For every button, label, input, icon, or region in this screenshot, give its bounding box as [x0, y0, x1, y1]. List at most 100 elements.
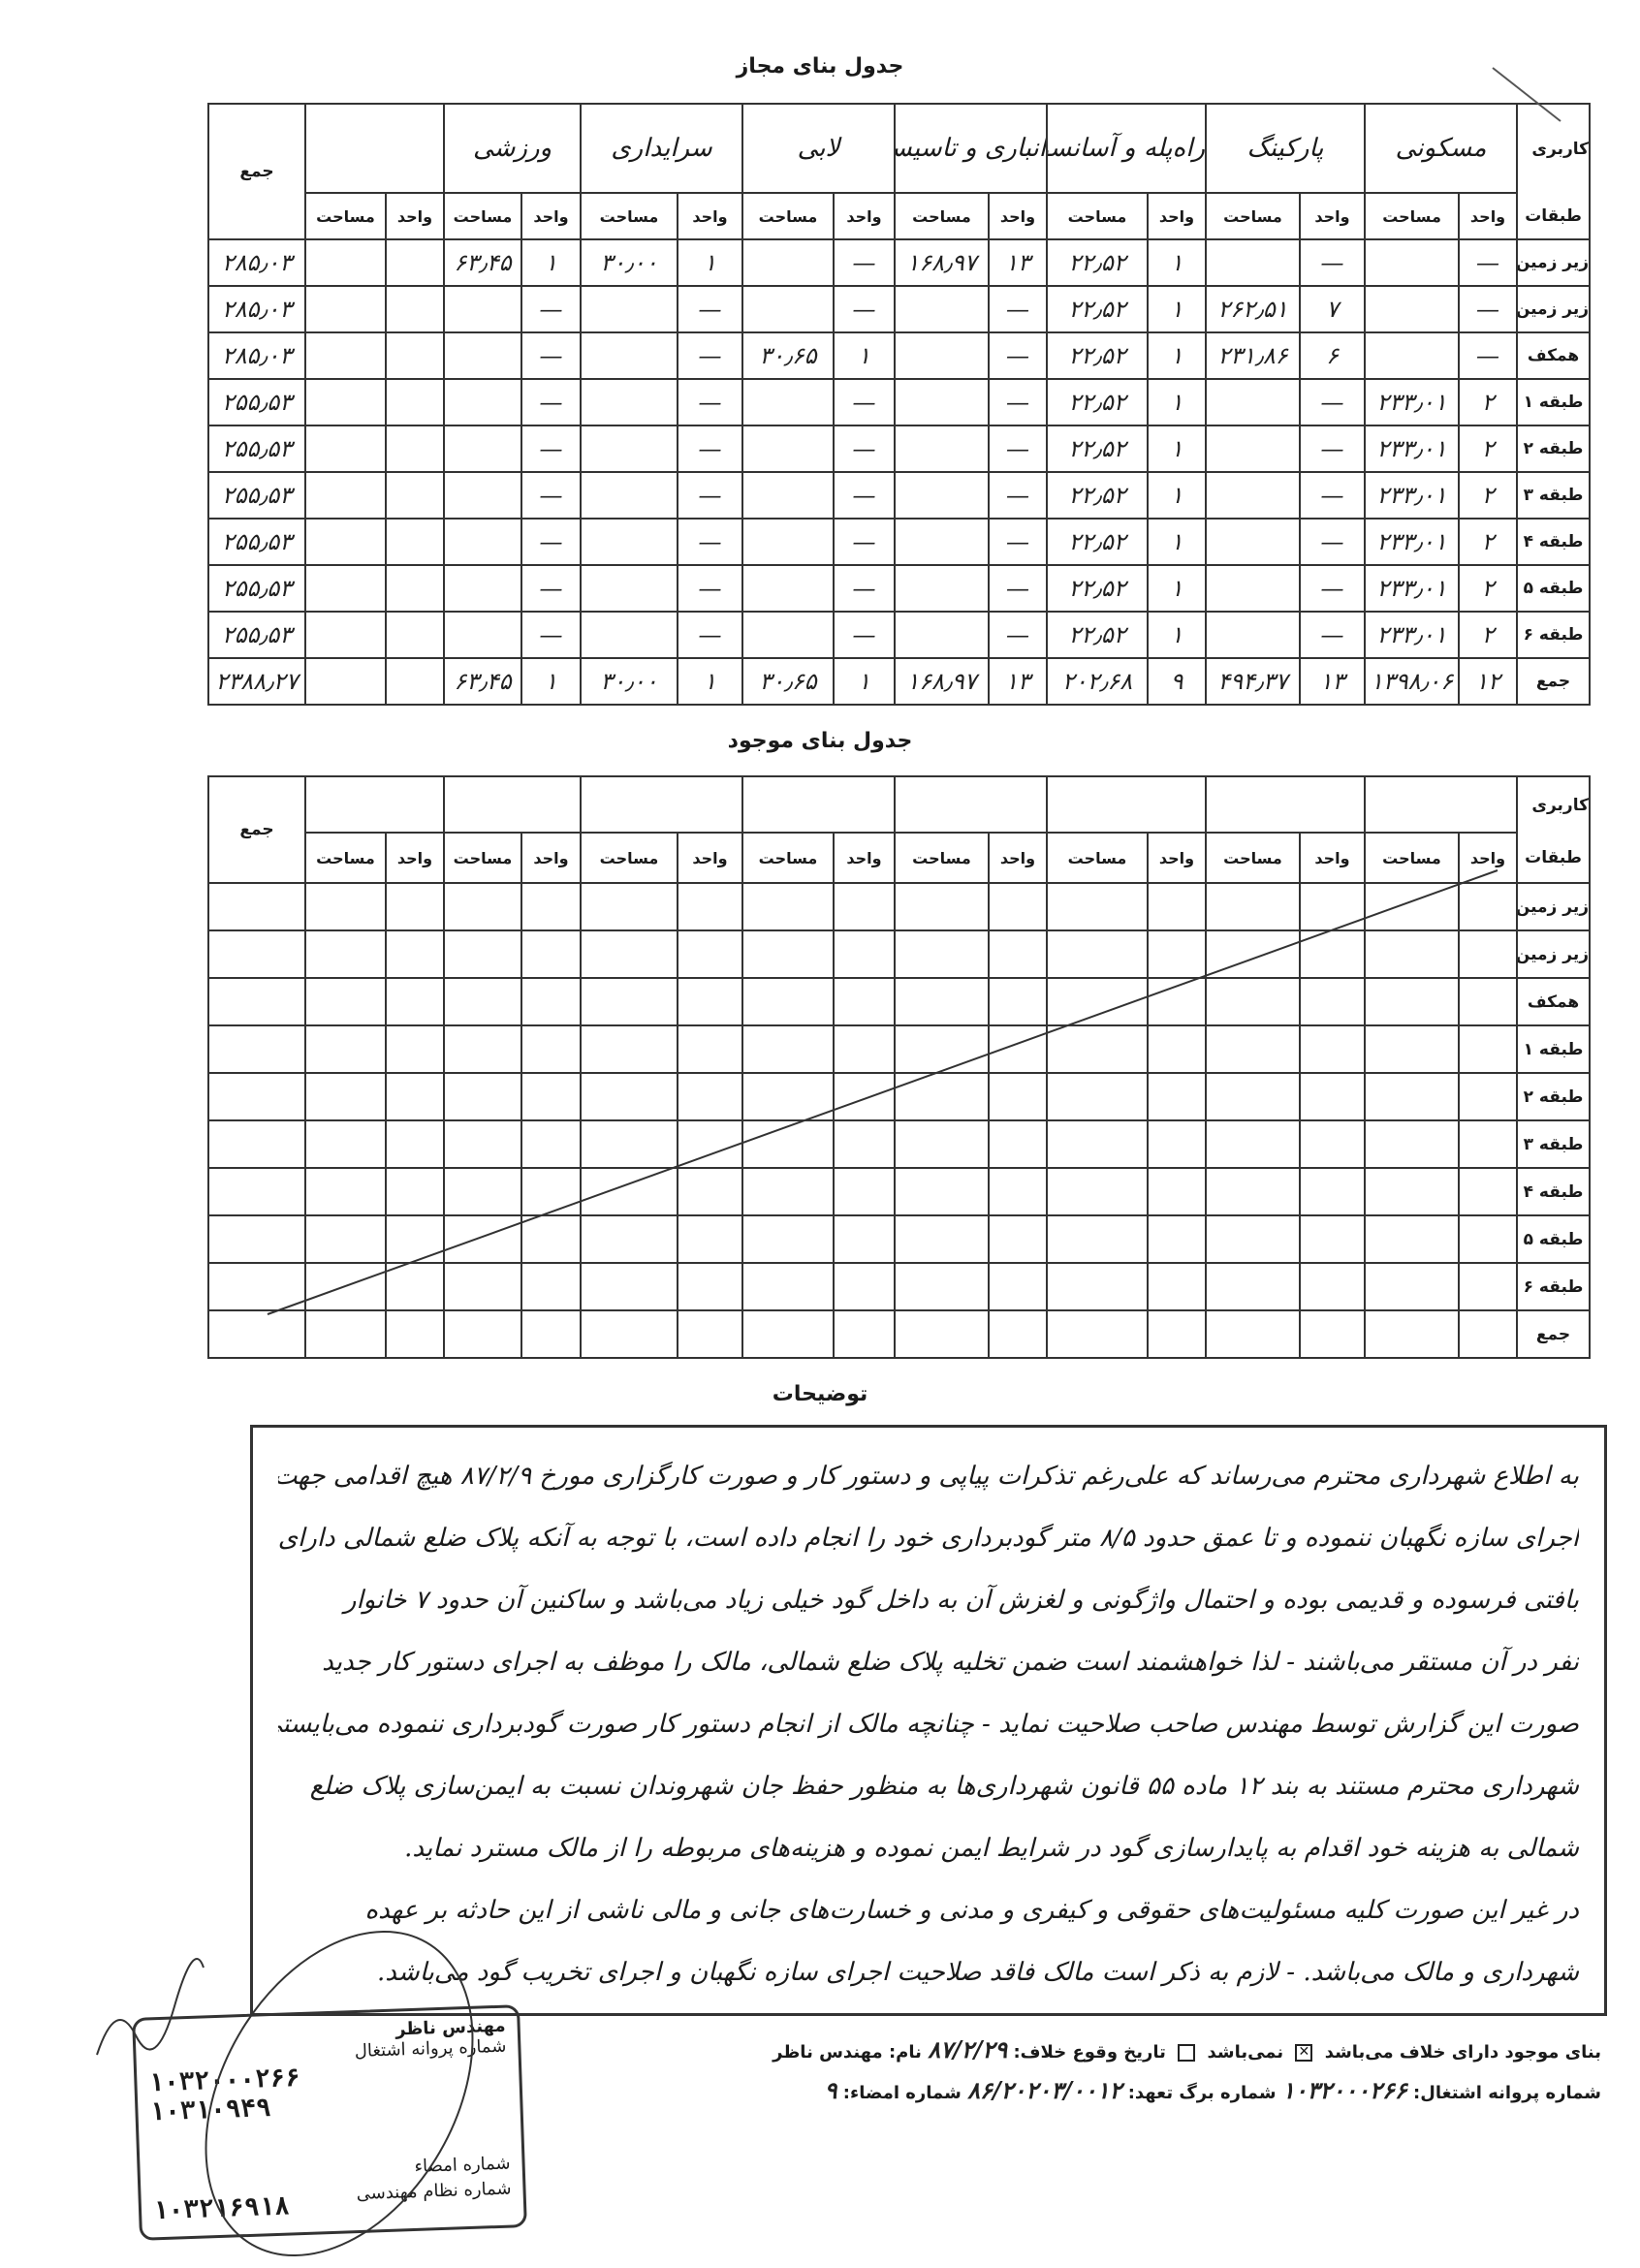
unit-cell	[385, 378, 445, 426]
unit-cell	[1458, 1119, 1518, 1169]
area-header: مساحت	[741, 192, 835, 240]
unit-header: واحد	[1299, 192, 1367, 240]
unit-header: واحد	[520, 832, 582, 884]
unit-cell	[385, 1309, 445, 1359]
area-cell	[1205, 238, 1302, 287]
floor-label: زیر زمین۱-	[1516, 285, 1592, 333]
signature-no-value: ۹	[824, 2076, 837, 2104]
existing-building-table: کاربری جمع طبقات واحد مساحت واحد مساحت واحد مساح…	[207, 775, 1591, 1359]
area-cell	[894, 1072, 990, 1121]
unit-cell	[677, 977, 743, 1026]
unit-cell	[1458, 1072, 1518, 1121]
area-cell	[443, 331, 522, 380]
floor-label: طبقه ۱	[1516, 1024, 1591, 1074]
unit-cell	[520, 1309, 582, 1359]
floor-label: طبقه ۴	[1516, 1167, 1591, 1216]
unit-cell: ۱	[1147, 285, 1208, 333]
area-cell	[580, 425, 678, 473]
area-cell	[893, 564, 991, 613]
table-row: طبقه ۴ ۲ ۲۳۳٫۰۱—۱ ۲۲٫۵۲— — — —۲۵۵٫۵۳	[207, 518, 1592, 566]
area-header: مساحت	[443, 832, 522, 884]
unit-cell: —	[677, 564, 743, 613]
unit-cell: —	[520, 564, 582, 613]
unit-cell: ۲	[1458, 425, 1519, 473]
unit-cell: ۱	[833, 331, 896, 380]
area-cell	[1364, 285, 1461, 333]
unit-cell	[385, 564, 445, 613]
unit-cell	[1147, 1024, 1207, 1074]
area-cell	[304, 1262, 387, 1311]
unit-cell: —	[988, 378, 1049, 426]
area-cell	[443, 611, 522, 659]
unit-header: واحد	[1458, 832, 1518, 884]
usage-header	[443, 775, 582, 834]
unit-cell	[677, 882, 743, 931]
area-cell	[1205, 425, 1302, 473]
row-total	[207, 882, 306, 931]
unit-cell	[677, 1024, 743, 1074]
area-cell	[741, 425, 835, 473]
row-total	[207, 977, 306, 1026]
area-cell: ۲۲٫۵۲	[1046, 564, 1150, 613]
violation-label: بنای موجود دارای خلاف می‌باشد	[1324, 2042, 1601, 2063]
unit-cell	[1299, 1072, 1366, 1121]
unit-cell: —	[833, 425, 896, 473]
note-line: در غیر این صورت کلیه مسئولیت‌های حقوقی و…	[364, 1896, 1579, 1925]
area-cell	[893, 378, 991, 426]
area-cell: ۲۲٫۵۲	[1046, 611, 1150, 659]
area-cell	[1205, 1214, 1301, 1264]
unit-cell	[520, 1072, 582, 1121]
area-cell	[1205, 977, 1301, 1026]
unit-cell: —	[988, 564, 1049, 613]
area-cell	[741, 1167, 835, 1216]
unit-cell: ۱	[1147, 331, 1208, 380]
area-header: مساحت	[1364, 192, 1461, 240]
area-cell	[1205, 1262, 1301, 1311]
table-row: طبقه ۴	[207, 1167, 1591, 1216]
unit-cell: ۶	[1299, 331, 1367, 380]
note-line: شمالی به هزینه خود اقدام به پایدارسازی گ…	[404, 1834, 1579, 1863]
commitment-value: ۸۶/۲۰۲۰۳/۰۰۱۲	[967, 2076, 1122, 2104]
area-cell	[580, 378, 678, 426]
unit-cell	[1147, 1119, 1207, 1169]
area-cell	[443, 1214, 522, 1264]
unit-cell	[1147, 929, 1207, 979]
area-cell: ۲۳۳٫۰۱	[1364, 564, 1461, 613]
table-row: طبقه ۵	[207, 1214, 1591, 1264]
row-total	[207, 1262, 306, 1311]
unit-cell	[385, 1214, 445, 1264]
area-cell	[894, 882, 990, 931]
unit-cell	[385, 331, 445, 380]
area-header: مساحت	[1205, 832, 1301, 884]
row-total: ۲۵۵٫۵۳	[207, 611, 306, 659]
unit-cell: ۱۳	[988, 238, 1049, 287]
area-cell: ۲۲٫۵۲	[1046, 331, 1150, 380]
floor-label: طبقه ۵	[1516, 564, 1592, 613]
row-total: ۲۳۸۸٫۲۷	[207, 657, 306, 706]
area-cell	[1205, 1119, 1301, 1169]
table-row: طبقه ۳	[207, 1119, 1591, 1169]
unit-cell: —	[1299, 238, 1367, 287]
area-cell	[741, 929, 835, 979]
area-cell	[1205, 929, 1301, 979]
unit-cell	[833, 1262, 896, 1311]
unit-cell	[385, 1262, 445, 1311]
no-violation-checkbox[interactable]	[1178, 2044, 1196, 2062]
unit-cell: ۱۳	[1299, 657, 1367, 706]
unit-cell	[385, 611, 445, 659]
area-cell	[580, 1262, 678, 1311]
area-cell	[1046, 977, 1149, 1026]
usage-header: مسکونی	[1364, 103, 1519, 194]
area-cell	[580, 518, 678, 566]
violation-checkbox[interactable]: ✕	[1295, 2044, 1313, 2062]
unit-cell	[1458, 1262, 1518, 1311]
unit-cell: —	[1458, 285, 1519, 333]
area-cell: ۲۳۳٫۰۱	[1364, 518, 1461, 566]
area-header: مساحت	[741, 832, 835, 884]
unit-cell	[1299, 1167, 1366, 1216]
unit-cell: —	[520, 518, 582, 566]
unit-cell	[1147, 1072, 1207, 1121]
unit-cell	[833, 977, 896, 1026]
area-cell	[304, 1119, 387, 1169]
floor-label: همکف	[1516, 331, 1592, 380]
